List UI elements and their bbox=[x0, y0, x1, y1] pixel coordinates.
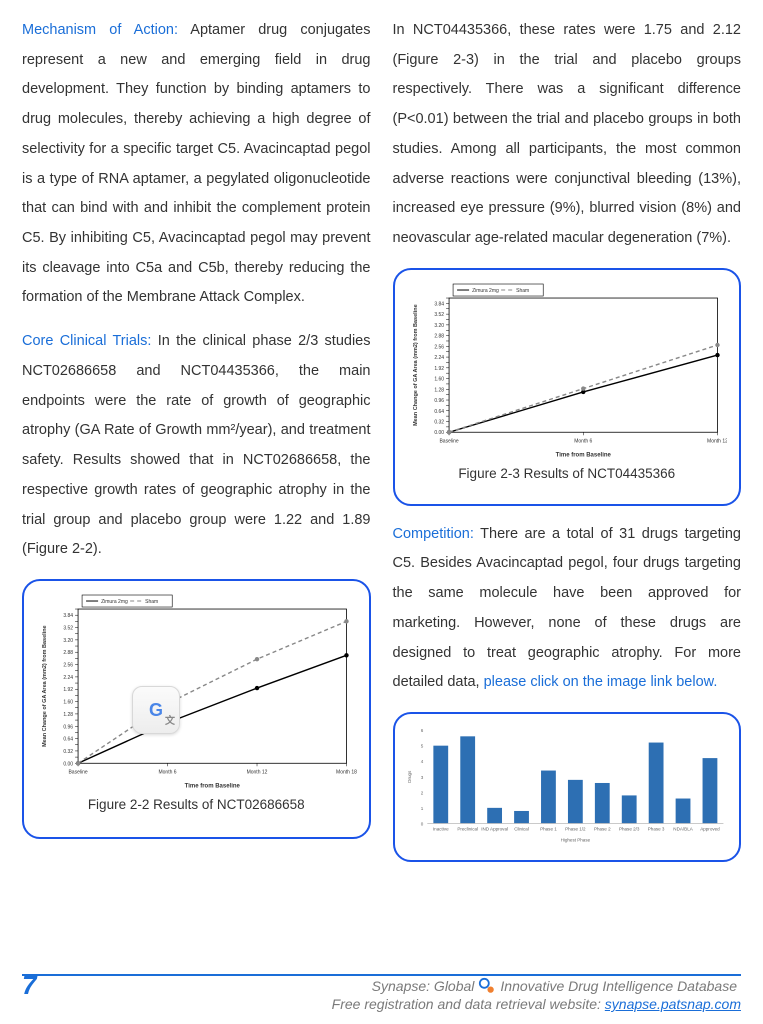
mechanism-paragraph: Mechanism of Action: Aptamer drug conjug… bbox=[22, 16, 371, 313]
footer-sub: Free registration and data retrieval web… bbox=[56, 996, 741, 1012]
svg-text:0.00: 0.00 bbox=[63, 761, 73, 767]
svg-text:Highest Phase: Highest Phase bbox=[560, 838, 590, 843]
svg-text:0.96: 0.96 bbox=[63, 724, 73, 730]
svg-text:0.32: 0.32 bbox=[63, 749, 73, 755]
svg-text:Phase 1/2: Phase 1/2 bbox=[565, 827, 586, 832]
competition-body: There are a total of 31 drugs targeting … bbox=[393, 526, 742, 691]
svg-text:1.28: 1.28 bbox=[63, 712, 73, 718]
svg-text:Zimura 2mg: Zimura 2mg bbox=[472, 288, 499, 294]
figure-2-2-caption: Figure 2-2 Results of NCT02686658 bbox=[88, 797, 305, 812]
svg-text:3.84: 3.84 bbox=[63, 613, 73, 619]
competition-paragraph: Competition: There are a total of 31 dru… bbox=[393, 520, 742, 698]
right-column: In NCT04435366, these rates were 1.75 an… bbox=[393, 16, 742, 890]
svg-text:0.96: 0.96 bbox=[434, 398, 444, 404]
left-column: Mechanism of Action: Aptamer drug conjug… bbox=[22, 16, 371, 890]
svg-text:Month 6: Month 6 bbox=[158, 769, 176, 775]
svg-text:4: 4 bbox=[420, 759, 423, 764]
translate-widget[interactable]: G bbox=[132, 686, 180, 734]
svg-text:0.64: 0.64 bbox=[434, 409, 444, 415]
svg-text:3.52: 3.52 bbox=[434, 312, 444, 318]
svg-text:Phase 2/3: Phase 2/3 bbox=[618, 827, 639, 832]
svg-text:Time from Baseline: Time from Baseline bbox=[555, 452, 611, 458]
figure-2-2-box: 0.00 0.32 0.64 0.96 1.28 1.60 1.92 2.24 2.56 2.88… bbox=[22, 579, 371, 839]
svg-text:2.56: 2.56 bbox=[63, 662, 73, 668]
svg-text:2: 2 bbox=[420, 790, 423, 795]
svg-text:Phase 3: Phase 3 bbox=[647, 827, 664, 832]
svg-text:Clinical: Clinical bbox=[514, 827, 529, 832]
svg-text:Phase 1: Phase 1 bbox=[540, 827, 557, 832]
svg-text:Approved: Approved bbox=[700, 827, 720, 832]
trials-head: Core Clinical Trials: bbox=[22, 333, 151, 349]
svg-text:Drugs: Drugs bbox=[407, 770, 412, 783]
svg-text:2.24: 2.24 bbox=[63, 675, 73, 681]
svg-text:3.84: 3.84 bbox=[434, 301, 444, 307]
svg-text:1: 1 bbox=[420, 806, 423, 811]
svg-text:Inactive: Inactive bbox=[432, 827, 448, 832]
svg-text:1.60: 1.60 bbox=[63, 700, 73, 706]
brand-right: Innovative Drug Intelligence Database bbox=[500, 978, 737, 994]
svg-text:0.00: 0.00 bbox=[434, 430, 444, 436]
right-para1: In NCT04435366, these rates were 1.75 an… bbox=[393, 16, 742, 254]
svg-text:2.56: 2.56 bbox=[434, 344, 444, 350]
mechanism-body: Aptamer drug conjugates represent a new … bbox=[22, 22, 371, 305]
svg-text:Zimura 2mg: Zimura 2mg bbox=[101, 599, 128, 605]
svg-text:2.88: 2.88 bbox=[434, 333, 444, 339]
svg-text:Sham: Sham bbox=[145, 599, 158, 605]
figure-2-3-chart: 0.00 0.32 0.64 0.96 1.28 1.60 1.92 2.24 2.56 2.88… bbox=[407, 280, 728, 460]
bar-chart-box[interactable]: 0 1 2 3 4 5 6 Drugs Inactive PreclinicalIND Appro… bbox=[393, 712, 742, 862]
svg-text:IND Approval: IND Approval bbox=[481, 827, 508, 832]
svg-text:Month 12: Month 12 bbox=[707, 438, 727, 444]
mechanism-head: Mechanism of Action: bbox=[22, 22, 178, 38]
svg-text:NDA/BLA: NDA/BLA bbox=[673, 827, 693, 832]
figure-2-3-caption: Figure 2-3 Results of NCT04435366 bbox=[458, 466, 675, 481]
svg-text:3.20: 3.20 bbox=[434, 323, 444, 329]
synapse-logo-icon bbox=[478, 977, 496, 995]
svg-text:3.20: 3.20 bbox=[63, 638, 73, 644]
svg-text:1.92: 1.92 bbox=[63, 687, 73, 693]
bar-chart: 0 1 2 3 4 5 6 Drugs Inactive PreclinicalIND Appro… bbox=[405, 722, 730, 844]
competition-link[interactable]: please click on the image link below. bbox=[484, 674, 718, 690]
svg-text:0: 0 bbox=[420, 821, 423, 826]
svg-text:Baseline: Baseline bbox=[439, 438, 458, 444]
svg-text:Month 18: Month 18 bbox=[336, 769, 356, 775]
svg-text:Baseline: Baseline bbox=[68, 769, 87, 775]
svg-text:Mean Change of GA Area (mm2) f: Mean Change of GA Area (mm2) from Baseli… bbox=[413, 304, 419, 426]
svg-text:2.24: 2.24 bbox=[434, 355, 444, 361]
svg-text:5: 5 bbox=[420, 744, 423, 749]
footer-link[interactable]: synapse.patsnap.com bbox=[605, 996, 741, 1012]
footer-brand: Synapse: Global Innovative Drug Intellig… bbox=[368, 977, 741, 995]
svg-text:2.88: 2.88 bbox=[63, 650, 73, 656]
svg-text:6: 6 bbox=[420, 728, 423, 733]
svg-text:1.60: 1.60 bbox=[434, 376, 444, 382]
svg-text:Phase 2: Phase 2 bbox=[593, 827, 610, 832]
svg-text:1.92: 1.92 bbox=[434, 366, 444, 372]
svg-text:3: 3 bbox=[420, 775, 423, 780]
svg-text:1.28: 1.28 bbox=[434, 387, 444, 393]
svg-text:3.52: 3.52 bbox=[63, 625, 73, 631]
page-number: 7 bbox=[22, 970, 36, 1001]
footer-sub-text: Free registration and data retrieval web… bbox=[332, 996, 605, 1012]
competition-head: Competition: bbox=[393, 526, 474, 542]
svg-text:Month 6: Month 6 bbox=[574, 438, 592, 444]
svg-text:Time from Baseline: Time from Baseline bbox=[185, 783, 241, 789]
figure-2-2-chart: 0.00 0.32 0.64 0.96 1.28 1.60 1.92 2.24 2.56 2.88… bbox=[36, 591, 357, 791]
svg-text:Sham: Sham bbox=[516, 288, 529, 294]
svg-text:Month 12: Month 12 bbox=[247, 769, 268, 775]
trials-paragraph: Core Clinical Trials: In the clinical ph… bbox=[22, 327, 371, 565]
svg-text:0.64: 0.64 bbox=[63, 737, 73, 743]
page-footer: 7 Synapse: Global Innovative Drug Intell… bbox=[0, 974, 763, 1012]
svg-text:Preclinical: Preclinical bbox=[457, 827, 478, 832]
figure-2-3-box: 0.00 0.32 0.64 0.96 1.28 1.60 1.92 2.24 2.56 2.88… bbox=[393, 268, 742, 506]
translate-icon: G bbox=[141, 695, 171, 725]
svg-text:Mean Change of GA Area (mm2) f: Mean Change of GA Area (mm2) from Baseli… bbox=[42, 625, 48, 747]
svg-text:0.32: 0.32 bbox=[434, 419, 444, 425]
brand-left: Synapse: Global bbox=[372, 978, 475, 994]
trials-body: In the clinical phase 2/3 studies NCT026… bbox=[22, 333, 371, 557]
